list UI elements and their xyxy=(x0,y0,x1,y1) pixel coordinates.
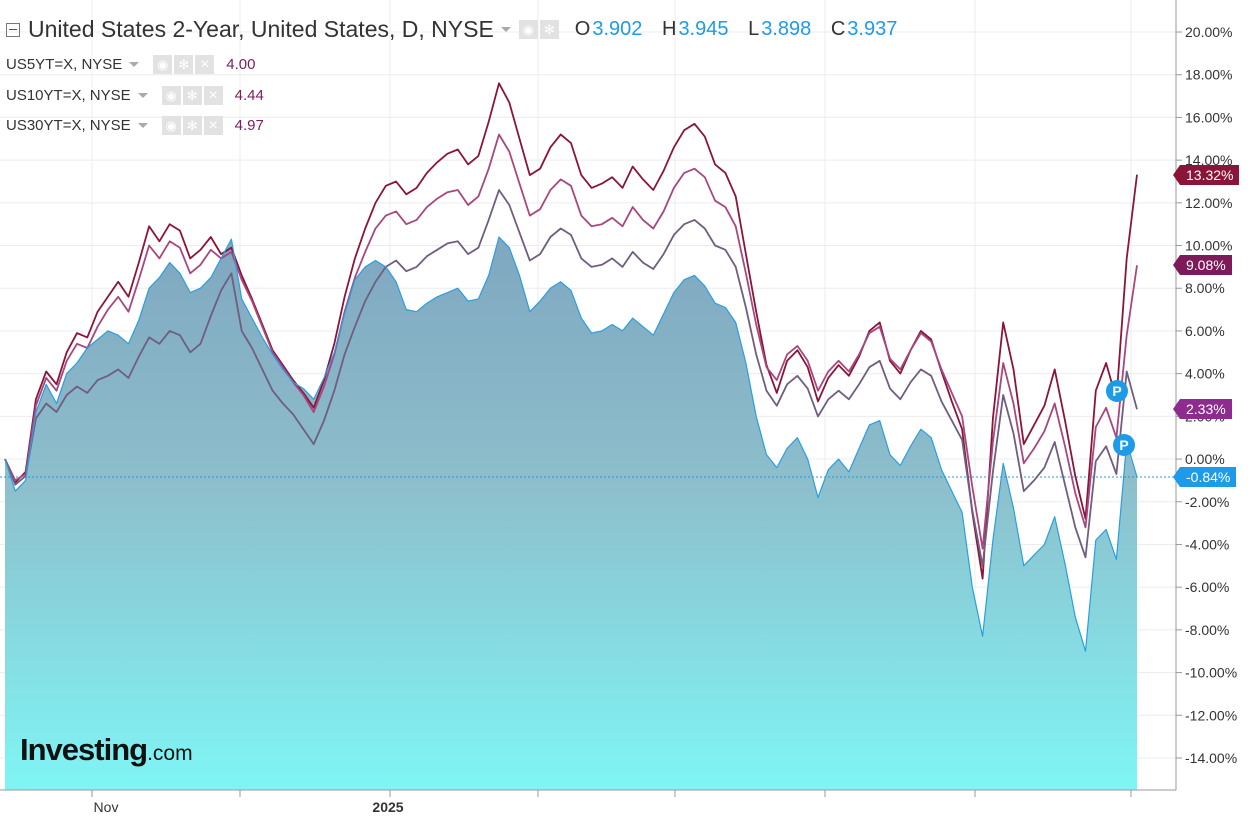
eye-icon[interactable]: ◉ xyxy=(153,55,173,74)
ohlc-readout: O 3.902 H 3.945 L 3.898 C 3.937 xyxy=(561,18,898,41)
overlay-label: US30YT=X, NYSE xyxy=(6,117,131,134)
y-tick-label: 16.00% xyxy=(1185,109,1232,125)
main-legend: United States 2-Year, United States, D, … xyxy=(6,16,897,43)
y-tick-label: -6.00% xyxy=(1185,579,1229,595)
y-tick-label: -2.00% xyxy=(1185,494,1229,510)
eye-icon[interactable]: ◉ xyxy=(161,116,181,135)
x-tick-label: Nov xyxy=(94,799,119,815)
overlay-legend-us30: US30YT=X, NYSE ◉ ✻ × 4.97 xyxy=(6,116,264,135)
overlay-value: 4.97 xyxy=(234,117,264,134)
y-tick-label: 10.00% xyxy=(1185,238,1232,254)
chevron-down-icon[interactable] xyxy=(500,27,511,32)
gear-icon[interactable]: ✻ xyxy=(539,20,559,39)
y-tick-label: -12.00% xyxy=(1185,707,1237,723)
last-value-badge: -0.84% xyxy=(1172,466,1237,487)
y-axis: 20.00% 18.00% 16.00% 14.00% 12.00% 10.00% 8.00… xyxy=(1176,24,1237,766)
gear-icon[interactable]: ✻ xyxy=(174,55,194,74)
overlay-label: US10YT=X, NYSE xyxy=(6,87,131,104)
x-tick-label: 2025 xyxy=(372,799,403,815)
p-marker-icon[interactable]: P xyxy=(1113,434,1135,456)
close-icon[interactable]: × xyxy=(203,86,223,105)
last-value-badge: 9.08% xyxy=(1173,255,1232,276)
gear-icon[interactable]: ✻ xyxy=(182,116,202,135)
y-tick-label: 8.00% xyxy=(1185,280,1225,296)
ohlc-key: L xyxy=(748,18,760,40)
y-tick-label: 0.00% xyxy=(1185,451,1225,467)
overlay-value: 4.00 xyxy=(226,56,256,73)
y-tick-label: 20.00% xyxy=(1185,24,1232,40)
logo-text: Investing xyxy=(20,732,148,767)
ohlc-key: C xyxy=(830,18,846,40)
y-tick-label: 18.00% xyxy=(1185,67,1232,83)
investing-logo: Investing.com xyxy=(20,732,193,768)
x-axis: Nov 2025 xyxy=(91,790,1132,815)
ohlc-key: O xyxy=(574,18,591,40)
y-tick-label: -4.00% xyxy=(1185,536,1229,552)
overlay-value: 4.44 xyxy=(234,87,264,104)
ohlc-value: 3.902 xyxy=(592,18,643,40)
last-value-badge: 13.32% xyxy=(1172,164,1240,185)
series-line-us2y xyxy=(4,236,1138,652)
y-tick-label: 14.00% xyxy=(1185,152,1232,168)
overlay-legend-us10: US10YT=X, NYSE ◉ ✻ × 4.44 xyxy=(6,86,264,105)
logo-suffix: .com xyxy=(147,742,193,765)
y-tick-label: -10.00% xyxy=(1185,665,1237,681)
close-icon[interactable]: × xyxy=(203,116,223,135)
y-tick-label: 6.00% xyxy=(1185,323,1225,339)
eye-icon[interactable]: ◉ xyxy=(161,86,181,105)
close-icon[interactable]: × xyxy=(195,55,215,74)
ohlc-value: 3.898 xyxy=(761,18,812,40)
overlay-label: US5YT=X, NYSE xyxy=(6,56,123,73)
y-tick-label: -14.00% xyxy=(1185,750,1237,766)
series-line-us10y xyxy=(4,133,1138,550)
chevron-down-icon[interactable] xyxy=(137,123,148,128)
last-value-badge: 2.33% xyxy=(1173,399,1232,420)
p-marker-icon[interactable]: P xyxy=(1106,380,1128,402)
chart-title: United States 2-Year, United States, D, … xyxy=(28,16,494,42)
y-tick-label: 4.00% xyxy=(1185,366,1225,382)
gear-icon[interactable]: ✻ xyxy=(182,86,202,105)
ohlc-value: 3.937 xyxy=(847,18,898,40)
chevron-down-icon[interactable] xyxy=(129,62,140,67)
eye-icon[interactable]: ◉ xyxy=(518,20,538,39)
y-tick-label: -8.00% xyxy=(1185,622,1229,638)
y-tick-label: 12.00% xyxy=(1185,195,1232,211)
series-area-us2y xyxy=(5,237,1137,790)
ohlc-key: H xyxy=(661,18,677,40)
plot-area xyxy=(0,82,1176,790)
ohlc-value: 3.945 xyxy=(678,18,729,40)
collapse-icon[interactable] xyxy=(6,22,20,37)
series-line-us5y xyxy=(4,189,1138,567)
series-line-us30y xyxy=(4,82,1138,580)
overlay-legend-us5: US5YT=X, NYSE ◉ ✻ × 4.00 xyxy=(6,55,256,74)
chevron-down-icon[interactable] xyxy=(137,93,148,98)
